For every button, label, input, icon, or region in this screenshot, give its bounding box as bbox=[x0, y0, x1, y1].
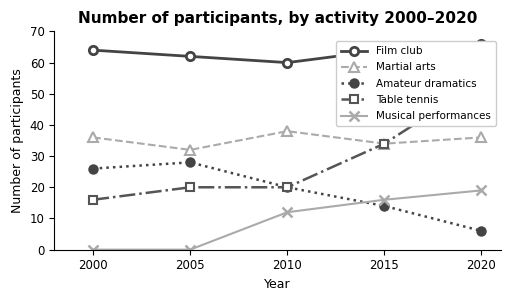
Table tennis bbox=[90, 198, 96, 201]
Table tennis bbox=[381, 142, 388, 146]
Film club bbox=[90, 48, 96, 52]
Film club bbox=[478, 42, 484, 46]
Title: Number of participants, by activity 2000–2020: Number of participants, by activity 2000… bbox=[78, 11, 477, 26]
Table tennis bbox=[284, 185, 290, 189]
Film club bbox=[284, 61, 290, 64]
Musical performances bbox=[284, 210, 290, 214]
Line: Musical performances: Musical performances bbox=[88, 185, 486, 255]
Musical performances bbox=[381, 198, 388, 201]
Table tennis bbox=[187, 185, 193, 189]
Line: Table tennis: Table tennis bbox=[89, 77, 486, 204]
Line: Film club: Film club bbox=[89, 40, 486, 67]
Line: Martial arts: Martial arts bbox=[88, 126, 486, 155]
Martial arts bbox=[478, 136, 484, 139]
Martial arts bbox=[90, 136, 96, 139]
Martial arts bbox=[187, 148, 193, 152]
Amateur dramatics bbox=[478, 229, 484, 233]
Amateur dramatics bbox=[90, 167, 96, 170]
Legend: Film club, Martial arts, Amateur dramatics, Table tennis, Musical performances: Film club, Martial arts, Amateur dramati… bbox=[336, 41, 496, 127]
Amateur dramatics bbox=[284, 185, 290, 189]
Musical performances bbox=[478, 188, 484, 192]
Musical performances bbox=[90, 248, 96, 252]
Line: Amateur dramatics: Amateur dramatics bbox=[89, 158, 486, 235]
Musical performances bbox=[187, 248, 193, 252]
Martial arts bbox=[381, 142, 388, 146]
Y-axis label: Number of participants: Number of participants bbox=[11, 68, 24, 213]
X-axis label: Year: Year bbox=[264, 278, 291, 291]
Amateur dramatics bbox=[381, 204, 388, 208]
Film club bbox=[187, 55, 193, 58]
Film club bbox=[381, 48, 388, 52]
Martial arts bbox=[284, 129, 290, 133]
Amateur dramatics bbox=[187, 161, 193, 164]
Table tennis bbox=[478, 79, 484, 83]
